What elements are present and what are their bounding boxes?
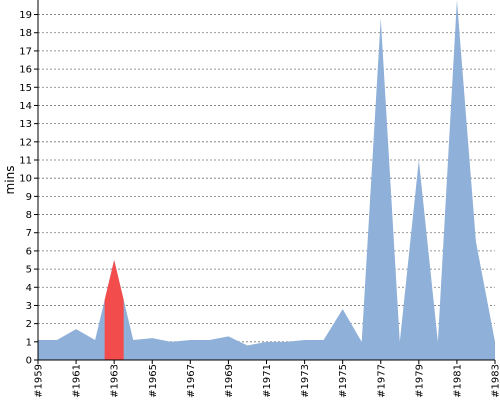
x-tick-label: #1975 [338, 364, 349, 398]
y-tick-label: 19 [19, 10, 32, 21]
y-tick-label: 9 [26, 192, 32, 203]
x-tick-label: #1959 [34, 364, 45, 398]
y-tick-label: 17 [19, 46, 32, 57]
x-tick-label: #1983 [491, 364, 500, 398]
y-tick-label: 16 [19, 65, 32, 76]
x-tick-label: #1965 [148, 364, 159, 398]
y-tick-label: 14 [19, 101, 32, 112]
y-tick-label: 8 [26, 210, 32, 221]
y-tick-label: 5 [26, 265, 32, 276]
x-tick-label: #1961 [72, 364, 83, 398]
y-tick-label: 13 [19, 119, 32, 130]
y-tick-label: 10 [19, 174, 32, 185]
x-tick-label: #1969 [224, 364, 235, 398]
y-axis-label: mins [3, 166, 17, 195]
y-tick-label: 4 [26, 283, 32, 294]
x-tick-label: #1979 [414, 364, 425, 398]
y-tick-label: 1 [26, 337, 32, 348]
y-tick-label: 3 [26, 301, 32, 312]
x-tick-label: #1971 [262, 364, 273, 398]
x-tick-label: #1963 [110, 364, 121, 398]
x-tick-label: #1973 [300, 364, 311, 398]
highlight-area [104, 260, 124, 360]
y-tick-label: 18 [19, 28, 32, 39]
y-tick-label: 6 [26, 246, 32, 257]
x-tick-label: #1981 [452, 364, 463, 398]
y-tick-label: 11 [19, 156, 32, 167]
x-tick-label: #1967 [186, 364, 197, 398]
x-tick-label: #1977 [376, 364, 387, 398]
y-tick-label: 15 [19, 83, 32, 94]
area [38, 0, 495, 360]
y-tick-label: 2 [26, 319, 32, 330]
y-tick-label: 0 [26, 356, 32, 367]
y-tick-label: 12 [19, 137, 32, 148]
y-tick-label: 7 [26, 228, 32, 239]
